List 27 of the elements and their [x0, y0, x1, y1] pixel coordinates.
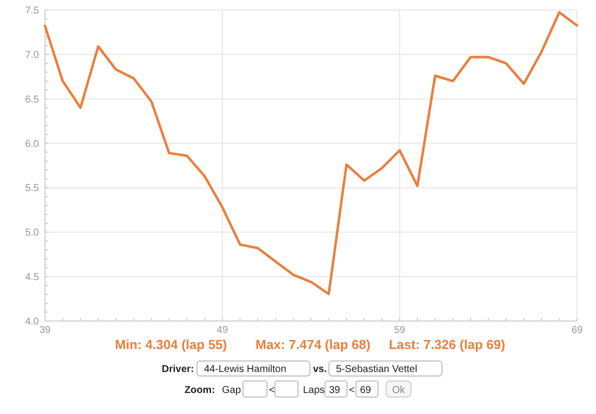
x-tick-label: 49 [216, 325, 228, 336]
ok-button: Ok [386, 380, 412, 398]
y-tick-label: 4.5 [25, 272, 40, 284]
text: vs. [313, 364, 328, 375]
text: Laps [303, 385, 325, 396]
driver-select: 5-Sebastian Vettel [328, 360, 442, 376]
text: Min: 4.304 (lap 55) [115, 337, 227, 352]
y-tick-label: 5.0 [25, 228, 40, 239]
y-tick-label: 5.5 [25, 183, 40, 194]
x-tick-label: 59 [394, 325, 406, 336]
text: Gap [222, 385, 242, 396]
text-field: 69 [356, 380, 378, 398]
text: Driver: [162, 364, 194, 375]
text: Zoom: [184, 385, 215, 396]
y-tick-label: 6.0 [25, 138, 40, 150]
driver-select: 44-Lewis Hamilton [196, 360, 310, 376]
y-tick-label: 4.0 [25, 316, 40, 328]
text: Last: 7.326 (lap 69) [388, 337, 506, 352]
text-field: 39 [324, 380, 348, 398]
text: < [349, 385, 355, 396]
y-tick-label: 7.0 [25, 50, 40, 61]
x-tick-label: 69 [571, 325, 583, 336]
text: Max: 7.474 (lap 68) [256, 337, 370, 352]
y-tick-label: 6.5 [25, 94, 40, 106]
x-tick-label: 39 [39, 325, 51, 336]
y-tick-label: 7.5 [25, 6, 40, 16]
text: < [269, 385, 275, 396]
